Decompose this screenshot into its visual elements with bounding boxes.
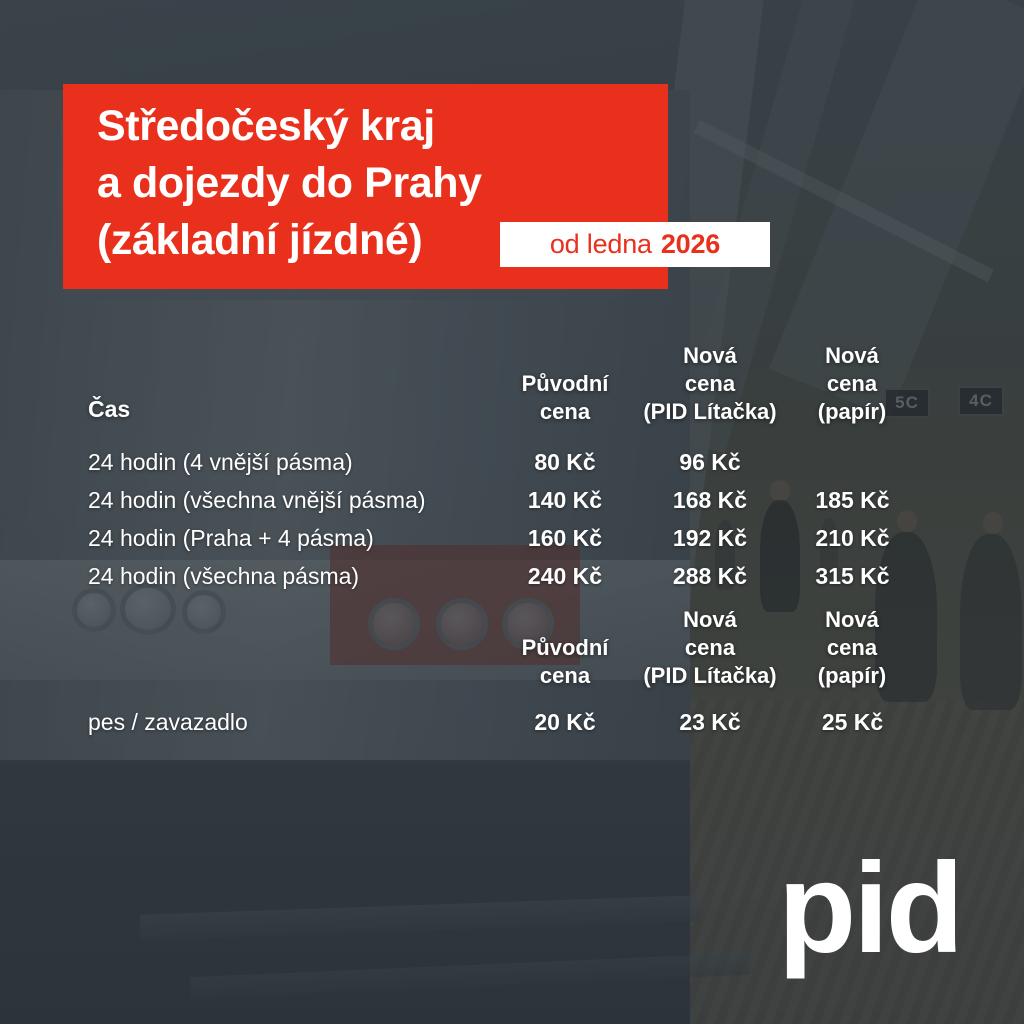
cell-new-price-paper: 315 Kč — [815, 563, 890, 589]
column-header-new-price-paper: Nová cena (papír) — [817, 607, 887, 688]
table-primary: 24 hodin (4 vnější pásma) 80 Kč 96 Kč 24… — [0, 443, 1024, 595]
validity-badge-prefix: od ledna — [549, 229, 652, 259]
row-label: 24 hodin (všechna vnější pásma) — [88, 487, 426, 513]
column-header-original-price: Původní cena — [521, 371, 609, 424]
table-row: pes / zavazadlo 20 Kč 23 Kč 25 Kč — [0, 703, 1024, 741]
cell-original-price: 240 Kč — [527, 563, 603, 589]
row-label: 24 hodin (4 vnější pásma) — [88, 449, 353, 475]
table-primary-header: Původní cena Nová cena (PID Lítačka) Nov… — [0, 343, 1024, 426]
cell-new-price-litacka: 192 Kč — [672, 525, 748, 551]
cell-original-price: 140 Kč — [527, 487, 603, 513]
column-header-original-price: Původní cena — [521, 635, 609, 688]
page-title: Středočeský kraj a dojezdy do Prahy (zák… — [97, 102, 482, 264]
row-label: 24 hodin (Praha + 4 pásma) — [88, 525, 374, 551]
cell-new-price-paper: 25 Kč — [821, 709, 884, 735]
cell-new-price-litacka: 23 Kč — [679, 709, 741, 735]
table-secondary: pes / zavazadlo 20 Kč 23 Kč 25 Kč — [0, 703, 1024, 741]
cell-original-price: 80 Kč — [534, 449, 596, 475]
table-row: 24 hodin (Praha + 4 pásma) 160 Kč 192 Kč… — [0, 519, 1024, 557]
row-label: 24 hodin (všechna pásma) — [88, 563, 360, 589]
column-header-new-price-paper: Nová cena (papír) — [817, 343, 887, 424]
table-row: 24 hodin (4 vnější pásma) 80 Kč 96 Kč — [0, 443, 1024, 481]
column-header-new-price-litacka: Nová cena (PID Lítačka) — [643, 343, 777, 424]
cell-original-price: 160 Kč — [527, 525, 603, 551]
pid-logo: pid — [778, 837, 964, 980]
table-row: 24 hodin (všechna vnější pásma) 140 Kč 1… — [0, 481, 1024, 519]
validity-badge-year: 2026 — [660, 229, 721, 259]
cell-original-price: 20 Kč — [534, 709, 596, 735]
cell-new-price-paper: 185 Kč — [815, 487, 890, 513]
table-row: 24 hodin (všechna pásma) 240 Kč 288 Kč 3… — [0, 557, 1024, 595]
row-label: pes / zavazadlo — [88, 709, 248, 735]
cell-new-price-paper: 210 Kč — [815, 525, 890, 551]
column-header-new-price-litacka: Nová cena (PID Lítačka) — [643, 607, 777, 688]
table-secondary-header: Původní cena Nová cena (PID Lítačka) Nov… — [0, 607, 1024, 690]
cell-new-price-litacka: 288 Kč — [672, 563, 748, 589]
validity-badge: od ledna 2026 — [500, 222, 770, 267]
cell-new-price-litacka: 168 Kč — [672, 487, 748, 513]
cell-new-price-litacka: 96 Kč — [679, 449, 741, 475]
column-header-time: Čas — [88, 396, 131, 422]
